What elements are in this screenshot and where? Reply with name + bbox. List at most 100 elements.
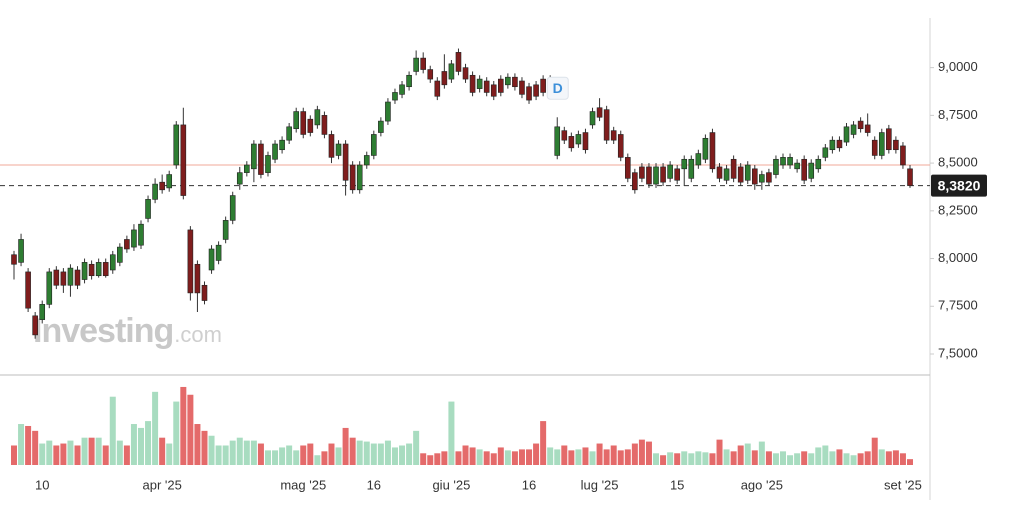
candle-body <box>794 162 800 170</box>
candle-body <box>25 271 31 309</box>
candle-body <box>808 162 815 179</box>
candle-body <box>265 155 271 173</box>
x-tick-label: 15 <box>670 477 684 492</box>
event-marker-label: D <box>553 80 563 96</box>
candle-body <box>610 130 617 141</box>
candle-body <box>392 92 398 101</box>
candle-body <box>653 166 659 185</box>
candle-body <box>385 101 391 122</box>
candle-body <box>455 52 462 72</box>
volume-bar <box>342 427 349 465</box>
volume-bar <box>547 447 554 465</box>
x-tick-label: ago '25 <box>741 477 783 492</box>
candle-body <box>554 126 561 156</box>
last-price-box <box>931 174 987 197</box>
candle-body <box>639 166 645 179</box>
candle-body <box>406 74 412 88</box>
candle-body <box>617 134 624 158</box>
candle-body <box>180 124 187 196</box>
candle-body <box>67 267 74 286</box>
candle-body <box>907 168 913 186</box>
volume-bar <box>356 440 363 465</box>
candle-body <box>822 147 829 158</box>
candle-body <box>695 153 702 166</box>
x-tick-label: mag '25 <box>280 477 326 492</box>
candle-body <box>236 172 243 185</box>
candle-body <box>857 120 864 130</box>
volume-bar <box>596 443 603 465</box>
candle-body <box>251 143 257 170</box>
volume-bar <box>81 437 88 465</box>
volume-bar <box>751 450 758 465</box>
candle-body <box>420 57 426 70</box>
candle-body <box>878 132 885 156</box>
candle-body <box>279 139 285 151</box>
candle-body <box>582 132 589 151</box>
candle-body <box>88 263 95 277</box>
candle-body <box>512 76 518 88</box>
volume-bar <box>236 437 243 465</box>
volume-bar <box>518 449 525 465</box>
x-tick-label: giu '25 <box>432 477 470 492</box>
candle-body <box>335 143 342 156</box>
volume-bar <box>794 453 801 465</box>
candle-body <box>561 130 568 141</box>
volume-bar <box>674 453 681 465</box>
candle-body <box>469 74 476 93</box>
candle-body <box>688 158 695 179</box>
candle-body <box>441 71 448 86</box>
candle-body <box>744 164 751 181</box>
volume-bar <box>406 443 413 465</box>
volume-bar <box>758 441 765 465</box>
volume-bar <box>653 453 660 465</box>
candle-body <box>131 229 137 248</box>
candle-body <box>702 137 709 160</box>
volume-bar <box>307 443 314 465</box>
candle-body <box>787 157 793 166</box>
volume-bar <box>582 447 589 465</box>
volume-bar <box>765 451 772 465</box>
candle-body <box>201 284 208 301</box>
candle-body <box>39 304 46 320</box>
volume-bar <box>737 445 744 465</box>
volume-bar <box>787 455 794 465</box>
candle-body <box>751 168 758 185</box>
volume-bar <box>434 453 441 465</box>
candle-body <box>886 128 892 151</box>
candle-body <box>850 124 857 135</box>
volume-bar <box>194 424 201 465</box>
candle-body <box>603 109 610 141</box>
volume-bar <box>159 437 166 465</box>
candle-body <box>321 115 328 135</box>
volume-bar <box>180 386 187 465</box>
volume-bar <box>511 451 518 465</box>
volume-bar <box>702 452 709 465</box>
candle-body <box>709 132 716 170</box>
candle-body <box>18 239 24 263</box>
candle-body <box>173 124 180 166</box>
candle-body <box>575 134 582 145</box>
volume-bar <box>257 443 264 465</box>
volume-bar <box>899 453 906 465</box>
volume-bar <box>39 443 46 465</box>
volume-bar <box>624 449 631 465</box>
candle-body <box>646 166 652 185</box>
volume-bar <box>617 450 624 465</box>
volume-bar <box>864 451 871 465</box>
y-tick-label: 8,7500 <box>938 107 978 122</box>
volume-bar <box>483 451 490 465</box>
candle-body <box>314 109 321 126</box>
candle-body <box>801 158 807 181</box>
volume-bar <box>370 443 377 465</box>
candle-body <box>498 78 504 93</box>
volume-bar <box>709 453 716 465</box>
volume-bar <box>808 453 815 465</box>
volume-bar <box>589 451 596 465</box>
volume-bar <box>843 453 850 465</box>
candle-body <box>328 134 335 158</box>
volume-bar <box>25 425 32 465</box>
candle-body <box>780 157 786 166</box>
volume-bar <box>427 455 434 465</box>
candle-body <box>95 262 102 277</box>
